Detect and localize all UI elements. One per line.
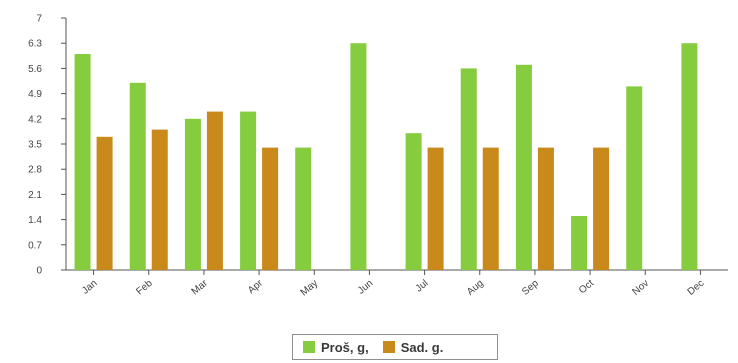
bar-series-1-jan [74, 54, 91, 270]
bar-series-1-dec [681, 43, 698, 271]
bar-series-2-sep [537, 147, 554, 270]
bar-series-1-nov [626, 86, 643, 271]
bar-series-1-apr [240, 111, 257, 270]
legend-swatch-series-2 [382, 341, 395, 353]
x-tick-label: Oct [577, 278, 596, 297]
y-tick-label: 0.7 [28, 240, 42, 251]
x-tick-label: Sep [520, 278, 541, 298]
x-tick-label: Jan [80, 278, 99, 297]
bar-series-1-aug [460, 68, 477, 271]
legend: Proš, g, Sad. g. [292, 334, 498, 360]
x-tick-label: Jun [356, 278, 375, 297]
y-tick-label: 4.2 [28, 114, 42, 125]
bar-series-2-jul [427, 147, 444, 270]
legend-label-series-1: Proš, g, [321, 339, 369, 355]
x-tick-label: Jul [414, 278, 431, 295]
bar-series-2-feb [151, 129, 168, 270]
bar-series-2-oct [593, 147, 610, 270]
y-tick-label: 2.8 [28, 165, 42, 176]
bar-series-1-jun [350, 43, 367, 271]
y-axis: 0 0.7 1.4 2.1 2.8 3.5 4.2 4.9 5.6 6.3 7 [28, 14, 67, 277]
bar-series-1-mar [184, 118, 201, 270]
y-tick-label: 7 [36, 14, 42, 25]
legend-swatch-series-1 [303, 341, 315, 353]
x-tick-label: Dec [686, 278, 707, 298]
y-tick-label: 1.4 [28, 215, 42, 226]
bar-series-2-mar [206, 111, 223, 270]
x-tick-label: Apr [246, 277, 266, 296]
legend-item-series-1: Proš, g, [303, 340, 369, 355]
x-tick-label: Feb [134, 278, 155, 298]
bars [74, 43, 698, 271]
bar-series-2-apr [262, 147, 279, 270]
bar-series-1-jul [405, 133, 422, 270]
bar-series-1-may [295, 147, 312, 270]
y-tick-label: 6.3 [28, 39, 42, 50]
bar-series-2-aug [482, 147, 499, 270]
y-tick-label: 0 [36, 266, 42, 277]
bar-series-2-jan [96, 136, 113, 270]
x-tick-label: Aug [465, 278, 486, 298]
bar-chart: 0 0.7 1.4 2.1 2.8 3.5 4.2 4.9 5.6 6.3 7 Jan Feb Mar A… [28, 14, 728, 299]
bar-series-1-oct [571, 216, 588, 270]
x-tick-label: May [299, 278, 321, 299]
x-axis: Jan Feb Mar Apr May Jun Jul Aug Sep Oct Nov Dec [66, 269, 728, 299]
y-tick-label: 3.5 [28, 140, 42, 151]
x-tick-label: Mar [190, 277, 211, 297]
y-tick-label: 2.1 [28, 190, 42, 201]
bar-series-1-feb [129, 82, 146, 270]
bar-series-1-sep [515, 64, 532, 270]
legend-label-series-2: Sad. g. [400, 339, 444, 355]
y-tick-label: 5.6 [28, 64, 42, 75]
x-tick-label: Nov [630, 278, 651, 298]
legend-item-series-2: Sad. g. [382, 339, 444, 355]
y-tick-label: 4.9 [28, 89, 42, 100]
